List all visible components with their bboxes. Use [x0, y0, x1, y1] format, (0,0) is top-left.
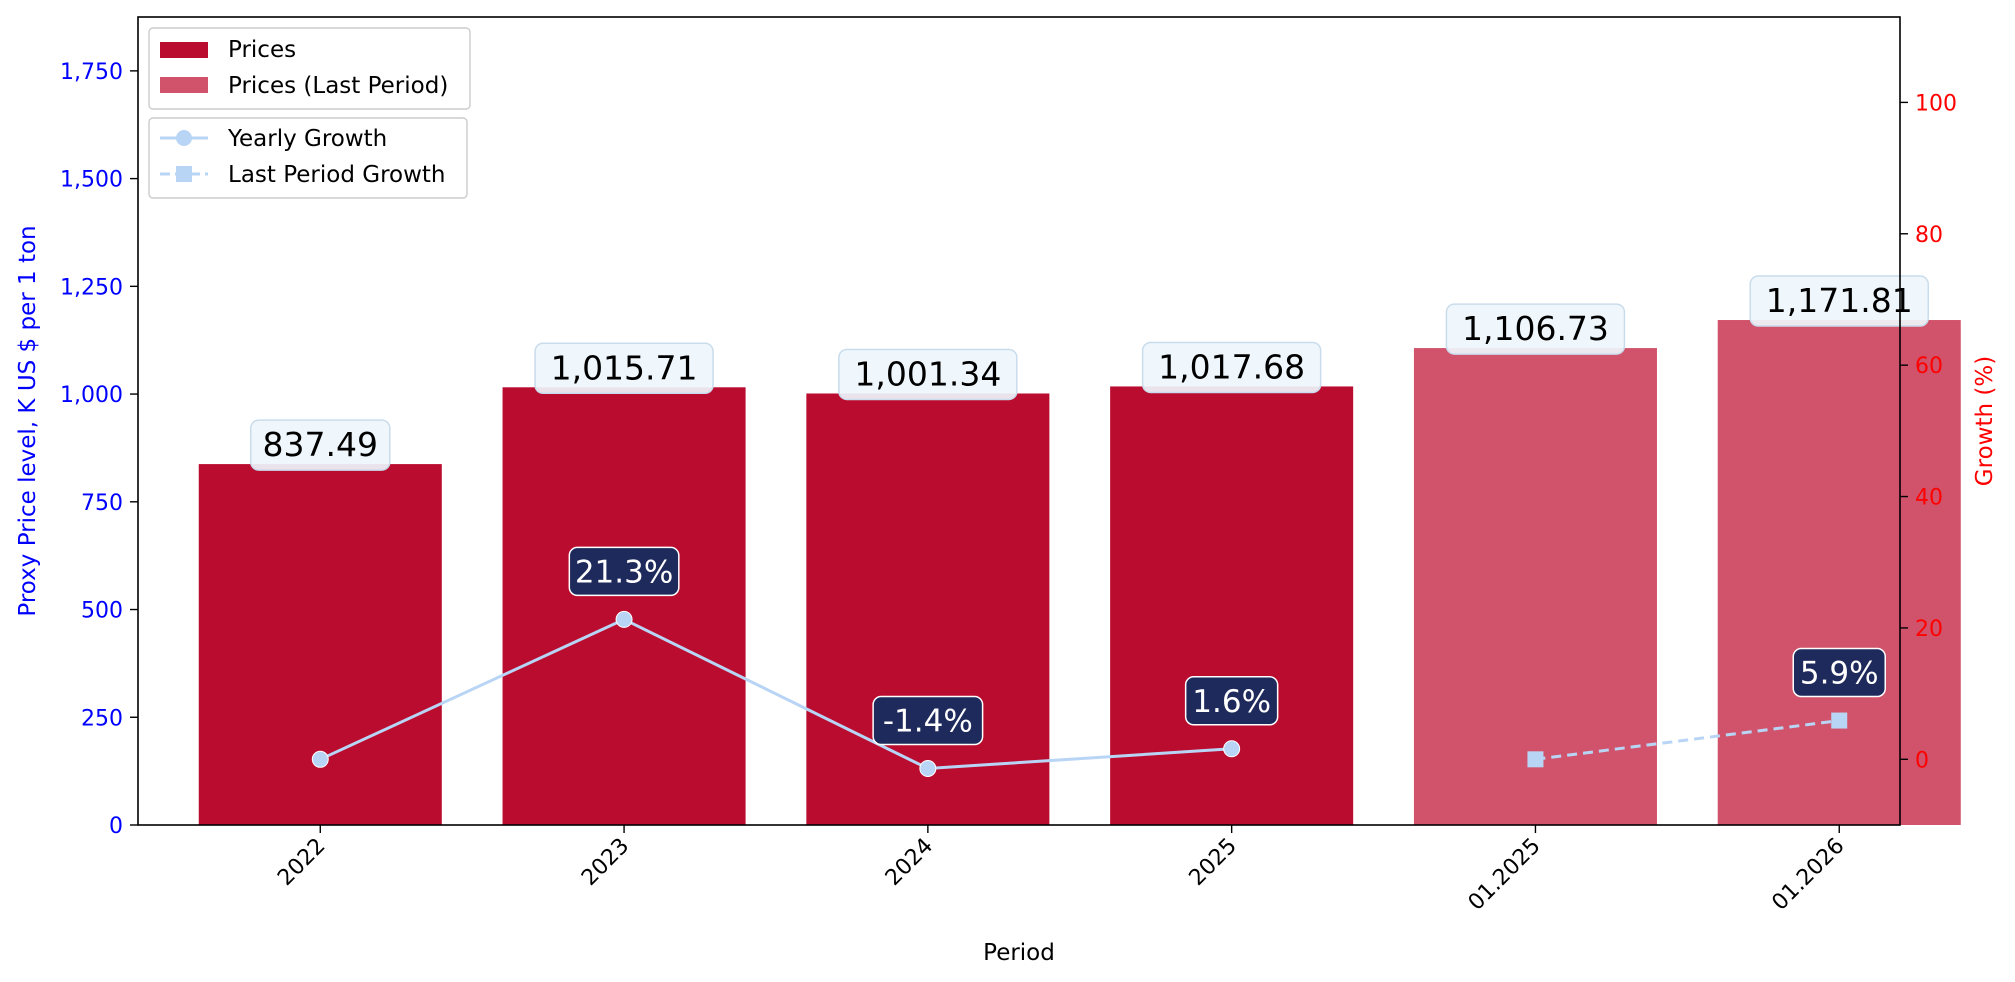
- x-axis-title: Period: [983, 940, 1055, 966]
- last-period-growth-line: [1535, 719, 1840, 761]
- legend-marker-last-period-growth: [176, 166, 192, 182]
- growth-label: 1.6%: [1192, 684, 1271, 720]
- growth-label: 5.9%: [1800, 656, 1879, 692]
- legend-swatch-prices-last-period: [160, 77, 208, 93]
- bar-value-label-box: [250, 419, 391, 471]
- growth-label-box: [872, 695, 984, 746]
- plot-frame: [137, 16, 1901, 826]
- last-period-growth-point: [1527, 751, 1544, 768]
- bar-value-label-box: [838, 348, 1018, 401]
- bar-value-label-box: [1141, 341, 1322, 394]
- legend-label-last-period-growth: Last Period Growth: [228, 162, 446, 188]
- y-tick-label-left: 1,250: [60, 275, 123, 300]
- bar-value-label: 837.49: [263, 425, 378, 464]
- yearly-growth-line: [319, 617, 1232, 771]
- legend-label-prices-last-period: Prices (Last Period): [228, 73, 448, 99]
- y-tick-label-right: 100: [1915, 91, 1957, 116]
- legend-marker-yearly-growth: [176, 130, 192, 146]
- bar: [1717, 320, 1961, 825]
- yearly-growth-point: [615, 610, 633, 628]
- legend-growth-box: Yearly Growth Last Period Growth: [148, 117, 468, 199]
- bar-value-label-box: [534, 342, 714, 395]
- legend-swatch-prices: [160, 42, 208, 58]
- bar-value-label: 1,171.81: [1766, 281, 1913, 320]
- y-tick-label-left: 750: [81, 491, 123, 516]
- y-tick-label-left: 500: [81, 599, 123, 624]
- legend-frame: [148, 27, 471, 110]
- bar-value-label: 1,001.34: [854, 354, 1001, 393]
- last-period-growth-point: [1831, 712, 1848, 729]
- bar: [806, 393, 1050, 825]
- y-tick-label-left: 1,000: [60, 383, 123, 408]
- value-labels-layer: 837.49 1,015.71 1,001.34 1,017.68 1,106.73 1,…: [250, 275, 1929, 746]
- bar-value-label: 1,015.71: [551, 348, 698, 387]
- growth-label: -1.4%: [883, 704, 973, 740]
- y-tick-label-right: 40: [1915, 486, 1943, 511]
- legend-label-yearly-growth: Yearly Growth: [227, 126, 387, 152]
- bar-value-label: 1,017.68: [1158, 347, 1305, 386]
- bar: [1413, 348, 1657, 825]
- bar-value-label-box: [1749, 275, 1929, 327]
- growth-lines-layer: [311, 610, 1848, 778]
- y-tick-label-right: 60: [1915, 354, 1943, 379]
- growth-label-box: [568, 546, 680, 597]
- legend-prices-box: Prices Prices (Last Period): [148, 27, 471, 110]
- y-tick-label-left: 250: [81, 706, 123, 731]
- y-tick-label-left: 0: [109, 814, 123, 839]
- growth-label-box: [1184, 676, 1279, 726]
- legend-frame: [148, 117, 468, 199]
- yearly-growth-point: [919, 760, 937, 778]
- y-axis-title-right: Growth (%): [1972, 356, 1998, 486]
- growth-label-box: [1792, 647, 1886, 698]
- bar-value-label: 1,106.73: [1462, 309, 1609, 348]
- y-tick-label-right: 20: [1915, 617, 1943, 642]
- bar-value-label-box: [1445, 303, 1626, 355]
- bar: [502, 387, 746, 825]
- legend-label-prices: Prices: [228, 37, 296, 63]
- bar: [198, 464, 442, 825]
- y-tick-label-right: 0: [1915, 748, 1929, 773]
- y-tick-label-left: 1,750: [60, 60, 123, 85]
- y-tick-label-left: 1,500: [60, 168, 123, 193]
- yearly-growth-point: [311, 750, 329, 768]
- yearly-growth-point: [1223, 740, 1241, 758]
- growth-label: 21.3%: [575, 554, 673, 590]
- bar: [1110, 386, 1354, 825]
- y-tick-label-right: 80: [1915, 223, 1943, 248]
- y-axis-title-left: Proxy Price level, K US $ per 1 ton: [15, 225, 41, 616]
